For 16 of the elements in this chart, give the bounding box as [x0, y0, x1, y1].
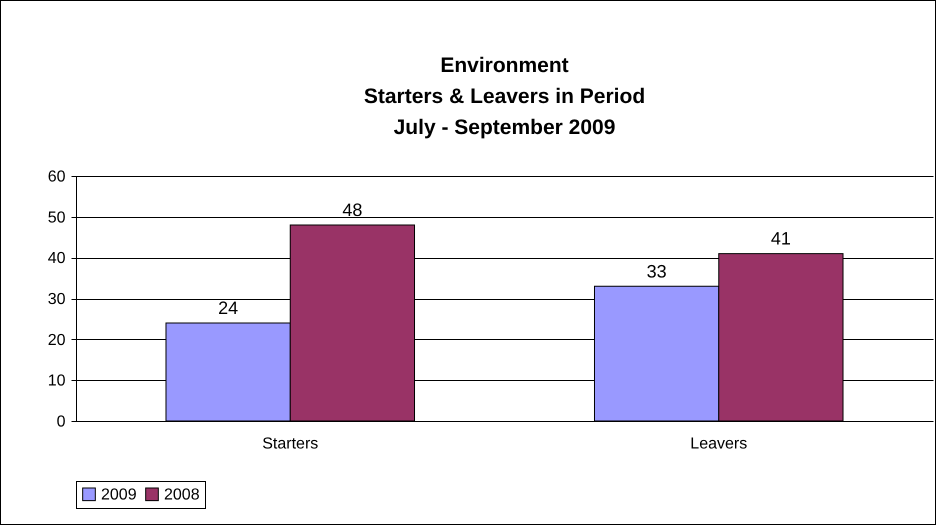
legend-label: 2008	[164, 486, 200, 504]
data-label: 41	[770, 228, 791, 249]
y-tick-label: 0	[56, 414, 66, 430]
data-label: 24	[218, 298, 238, 318]
x-tick-label: Starters	[262, 436, 318, 452]
y-tick-label: 40	[48, 250, 66, 268]
y-tick-label: 60	[48, 168, 66, 186]
y-tick-label: 10	[48, 372, 66, 390]
y-tick-label: 50	[48, 209, 66, 226]
y-tick-label: 20	[48, 332, 66, 349]
y-tick-label: 30	[48, 291, 66, 308]
x-tick-label: Leavers	[690, 436, 748, 452]
chart-title: Environment Starters & Leavers in Period July - September 2009	[364, 54, 646, 139]
data-label: 48	[342, 200, 362, 220]
data-label: 33	[646, 261, 667, 282]
legend-label: 2009	[101, 486, 137, 504]
